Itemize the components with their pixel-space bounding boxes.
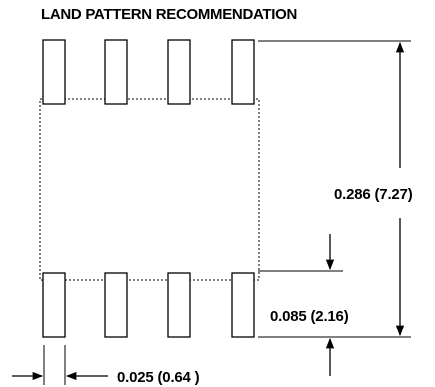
package-body-outline bbox=[39, 98, 260, 281]
pad-bottom-1 bbox=[42, 272, 66, 338]
total-span-label: 0.286 (7.27) bbox=[334, 186, 413, 203]
bottom-pad-row bbox=[42, 272, 255, 338]
pad-length-label: 0.085 (2.16) bbox=[270, 308, 349, 325]
pad-bottom-3 bbox=[167, 272, 191, 338]
pad-top-2 bbox=[104, 39, 128, 105]
diagram-title: LAND PATTERN RECOMMENDATION bbox=[41, 6, 297, 23]
pad-top-3 bbox=[167, 39, 191, 105]
pad-top-4 bbox=[231, 39, 255, 105]
top-pad-row bbox=[42, 39, 255, 105]
pad-bottom-4 bbox=[231, 272, 255, 338]
pad-top-1 bbox=[42, 39, 66, 105]
pad-width-label: 0.025 (0.64 ) bbox=[117, 369, 200, 386]
pad-bottom-2 bbox=[104, 272, 128, 338]
